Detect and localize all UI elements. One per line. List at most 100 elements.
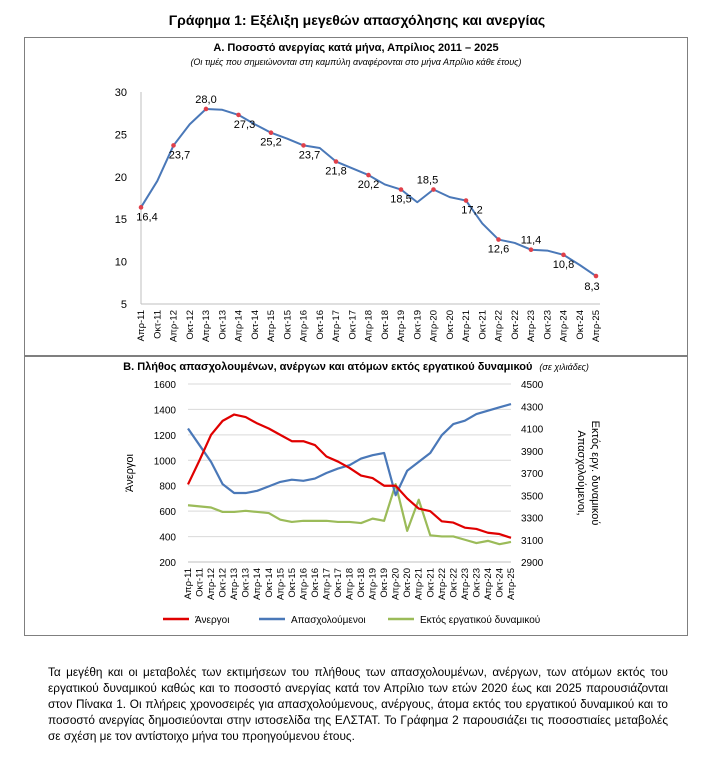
chart-a-april-marker [301,143,306,148]
chart-b-right-tick-label: 3700 [521,469,544,480]
chart-a-x-tick-label: Απρ-12 [169,310,180,342]
chart-b-x-tick-label: Απρ-17 [321,568,332,600]
chart-a-x-tick-label: Οκτ-18 [380,310,391,340]
chart-b-left-axis-label: Άνεργοι [124,454,136,492]
chart-a-data-label: 16,4 [136,211,157,223]
chart-a-april-marker [593,273,599,279]
chart-b-right-tick-label: 2900 [521,558,544,569]
chart-a-x-tick-label: Απρ-22 [494,310,505,342]
chart-a-data-label: 21,8 [325,166,346,178]
chart-b-x-tick-label: Απρ-15 [275,568,286,600]
chart-a-april-marker [496,237,501,242]
chart-a-x-tick-label: Οκτ-12 [185,310,196,340]
chart-a-x-tick-label: Απρ-14 [234,310,245,342]
chart-b-x-tick-label: Απρ-13 [229,568,240,600]
chart-a-april-marker [236,112,241,118]
chart-b-x-tick-label: Οκτ-14 [264,568,275,598]
chart-b-left-tick-label: 400 [159,533,176,544]
chart-a-april-marker [528,247,534,253]
chart-a-data-label: 18,5 [390,194,411,206]
chart-b-x-tick-label: Απρ-11 [183,568,194,599]
chart-a-data-label: 23,7 [169,149,190,161]
chart-a-april-marker [366,172,371,178]
chart-b-right-axis-label: Εκτός εργ. δυναμικού [589,421,601,526]
chart-a-x-tick-label: Οκτ-21 [477,310,488,340]
chart-a-april-marker [203,106,209,112]
chart-a-data-label: 12,6 [488,244,509,256]
chart-a-x-tick-label: Οκτ-20 [445,310,456,340]
chart-a-x-tick-label: Οκτ-16 [315,310,326,340]
chart-a-data-label: 28,0 [195,94,216,106]
chart-a-y-tick-label: 15 [115,214,127,226]
chart-a-x-tick-label: Οκτ-19 [412,310,423,340]
chart-a-data-label: 27,3 [234,119,255,131]
chart-b-right-axis-label: Απασχολούμενοι, [575,430,587,515]
chart-a-april-marker [463,198,469,203]
figure-title: Γράφημα 1: Εξέλιξη μεγεθών απασχόλησης κ… [168,12,546,28]
chart-a-x-tick-label: Απρ-11 [136,310,147,341]
chart-a-april-marker [431,187,436,192]
chart-b-x-tick-label: Οκτ-21 [425,568,436,598]
chart-b-legend-label: Άνεργοι [195,615,229,626]
chart-b-x-tick-label: Απρ-23 [460,568,471,600]
chart-a-data-label: 8,3 [584,281,599,293]
chart-a-svg: 5 10 15 20 25 30 Απρ-11 Οκτ-11 Απρ-12 Οκτ-12 Απρ-1… [115,87,602,342]
chart-b-left-tick-label: 200 [159,558,176,569]
chart-b-right-tick-label: 4500 [521,380,544,391]
chart-a-april-marker [138,205,144,210]
chart-a-y-tick-label: 10 [115,257,127,269]
chart-b-x-tick-label: Απρ-24 [483,568,494,600]
chart-b-legend-label: Εκτός εργατικού δυναμικού [420,614,540,626]
chart-b-x-tick-label: Απρ-22 [437,568,448,600]
chart-b-x-tick-label: Οκτ-24 [494,568,505,598]
chart-b-x-tick-label: Οκτ-15 [287,568,298,598]
chart-a-data-label: 23,7 [299,149,320,161]
chart-b-right-tick-label: 4100 [521,425,544,436]
chart-a-x-tick-label: Απρ-13 [201,310,212,342]
chart-a-april-marker [171,143,176,148]
chart-a-april-marker [561,252,566,258]
chart-a-data-label: 17,2 [461,205,482,217]
chart-a-title: Α. Ποσοστό ανεργίας κατά μήνα, Απρίλιος … [213,42,499,54]
chart-b-x-tick-label: Οκτ-22 [448,568,459,598]
chart-a-x-tick-label: Απρ-15 [266,310,277,342]
chart-a-x-tick-label: Οκτ-14 [250,310,261,340]
description-paragraph: Τα μεγέθη και οι μεταβολές των εκτιμήσεω… [48,665,668,743]
chart-b-left-tick-label: 600 [159,507,176,518]
chart-a-x-tick-label: Οκτ-13 [217,310,228,340]
chart-a-x-tick-label: Απρ-20 [429,310,440,342]
chart-b-x-tick-label: Απρ-20 [391,568,402,600]
chart-a-x-tick-label: Οκτ-17 [347,310,358,340]
chart-b-x-tick-label: Οκτ-19 [379,568,390,598]
chart-a-x-tick-label: Απρ-21 [461,310,472,342]
chart-a-x-tick-label: Απρ-23 [526,310,537,342]
chart-b-x-tick-label: Απρ-25 [506,568,517,600]
chart-b-x-tick-label: Οκτ-18 [356,568,367,598]
chart-a-y-tick-label: 30 [115,87,127,99]
chart-a-series-line [140,107,597,277]
chart-b-right-tick-label: 3500 [521,491,544,502]
chart-b-series-line [187,413,512,539]
panel-unemployment-rate: Α. Ποσοστό ανεργίας κατά μήνα, Απρίλιος … [24,37,688,356]
chart-a-x-tick-label: Απρ-25 [591,310,602,342]
chart-b-x-tick-label: Οκτ-12 [218,568,229,598]
chart-b-left-tick-label: 1600 [154,380,177,391]
chart-b-x-tick-label: Απρ-14 [252,568,263,600]
chart-b-left-tick-label: 800 [159,482,176,493]
chart-b-right-tick-label: 3100 [521,536,544,547]
chart-a-subtitle: (Οι τιμές που σημειώνονται στη καμπύλη α… [190,57,522,67]
chart-a-y-tick-label: 20 [115,172,127,184]
chart-a-x-tick-label: Οκτ-15 [282,310,293,340]
chart-b-title-row: Β. Πλήθος απασχολουμένων, ανέργων και ατ… [25,361,687,373]
chart-a-april-marker [268,130,274,136]
chart-a-data-label: 20,2 [358,179,379,191]
chart-a-y-tick-label: 25 [115,129,127,141]
chart-b-right-tick-label: 3900 [521,447,544,458]
chart-a-x-tick-label: Απρ-24 [559,310,570,342]
chart-a-y-tick-label: 5 [121,299,127,311]
chart-b-svg: 200 400 600 800 1000 1200 1400 1600 2900 3100 3300… [124,380,601,626]
chart-a-april-marker [333,159,339,164]
chart-b-legend-label: Απασχολούμενοι [291,614,366,626]
chart-b-x-tick-label: Οκτ-11 [195,568,206,597]
panel-population-counts: Β. Πλήθος απασχολουμένων, ανέργων και ατ… [24,356,688,636]
